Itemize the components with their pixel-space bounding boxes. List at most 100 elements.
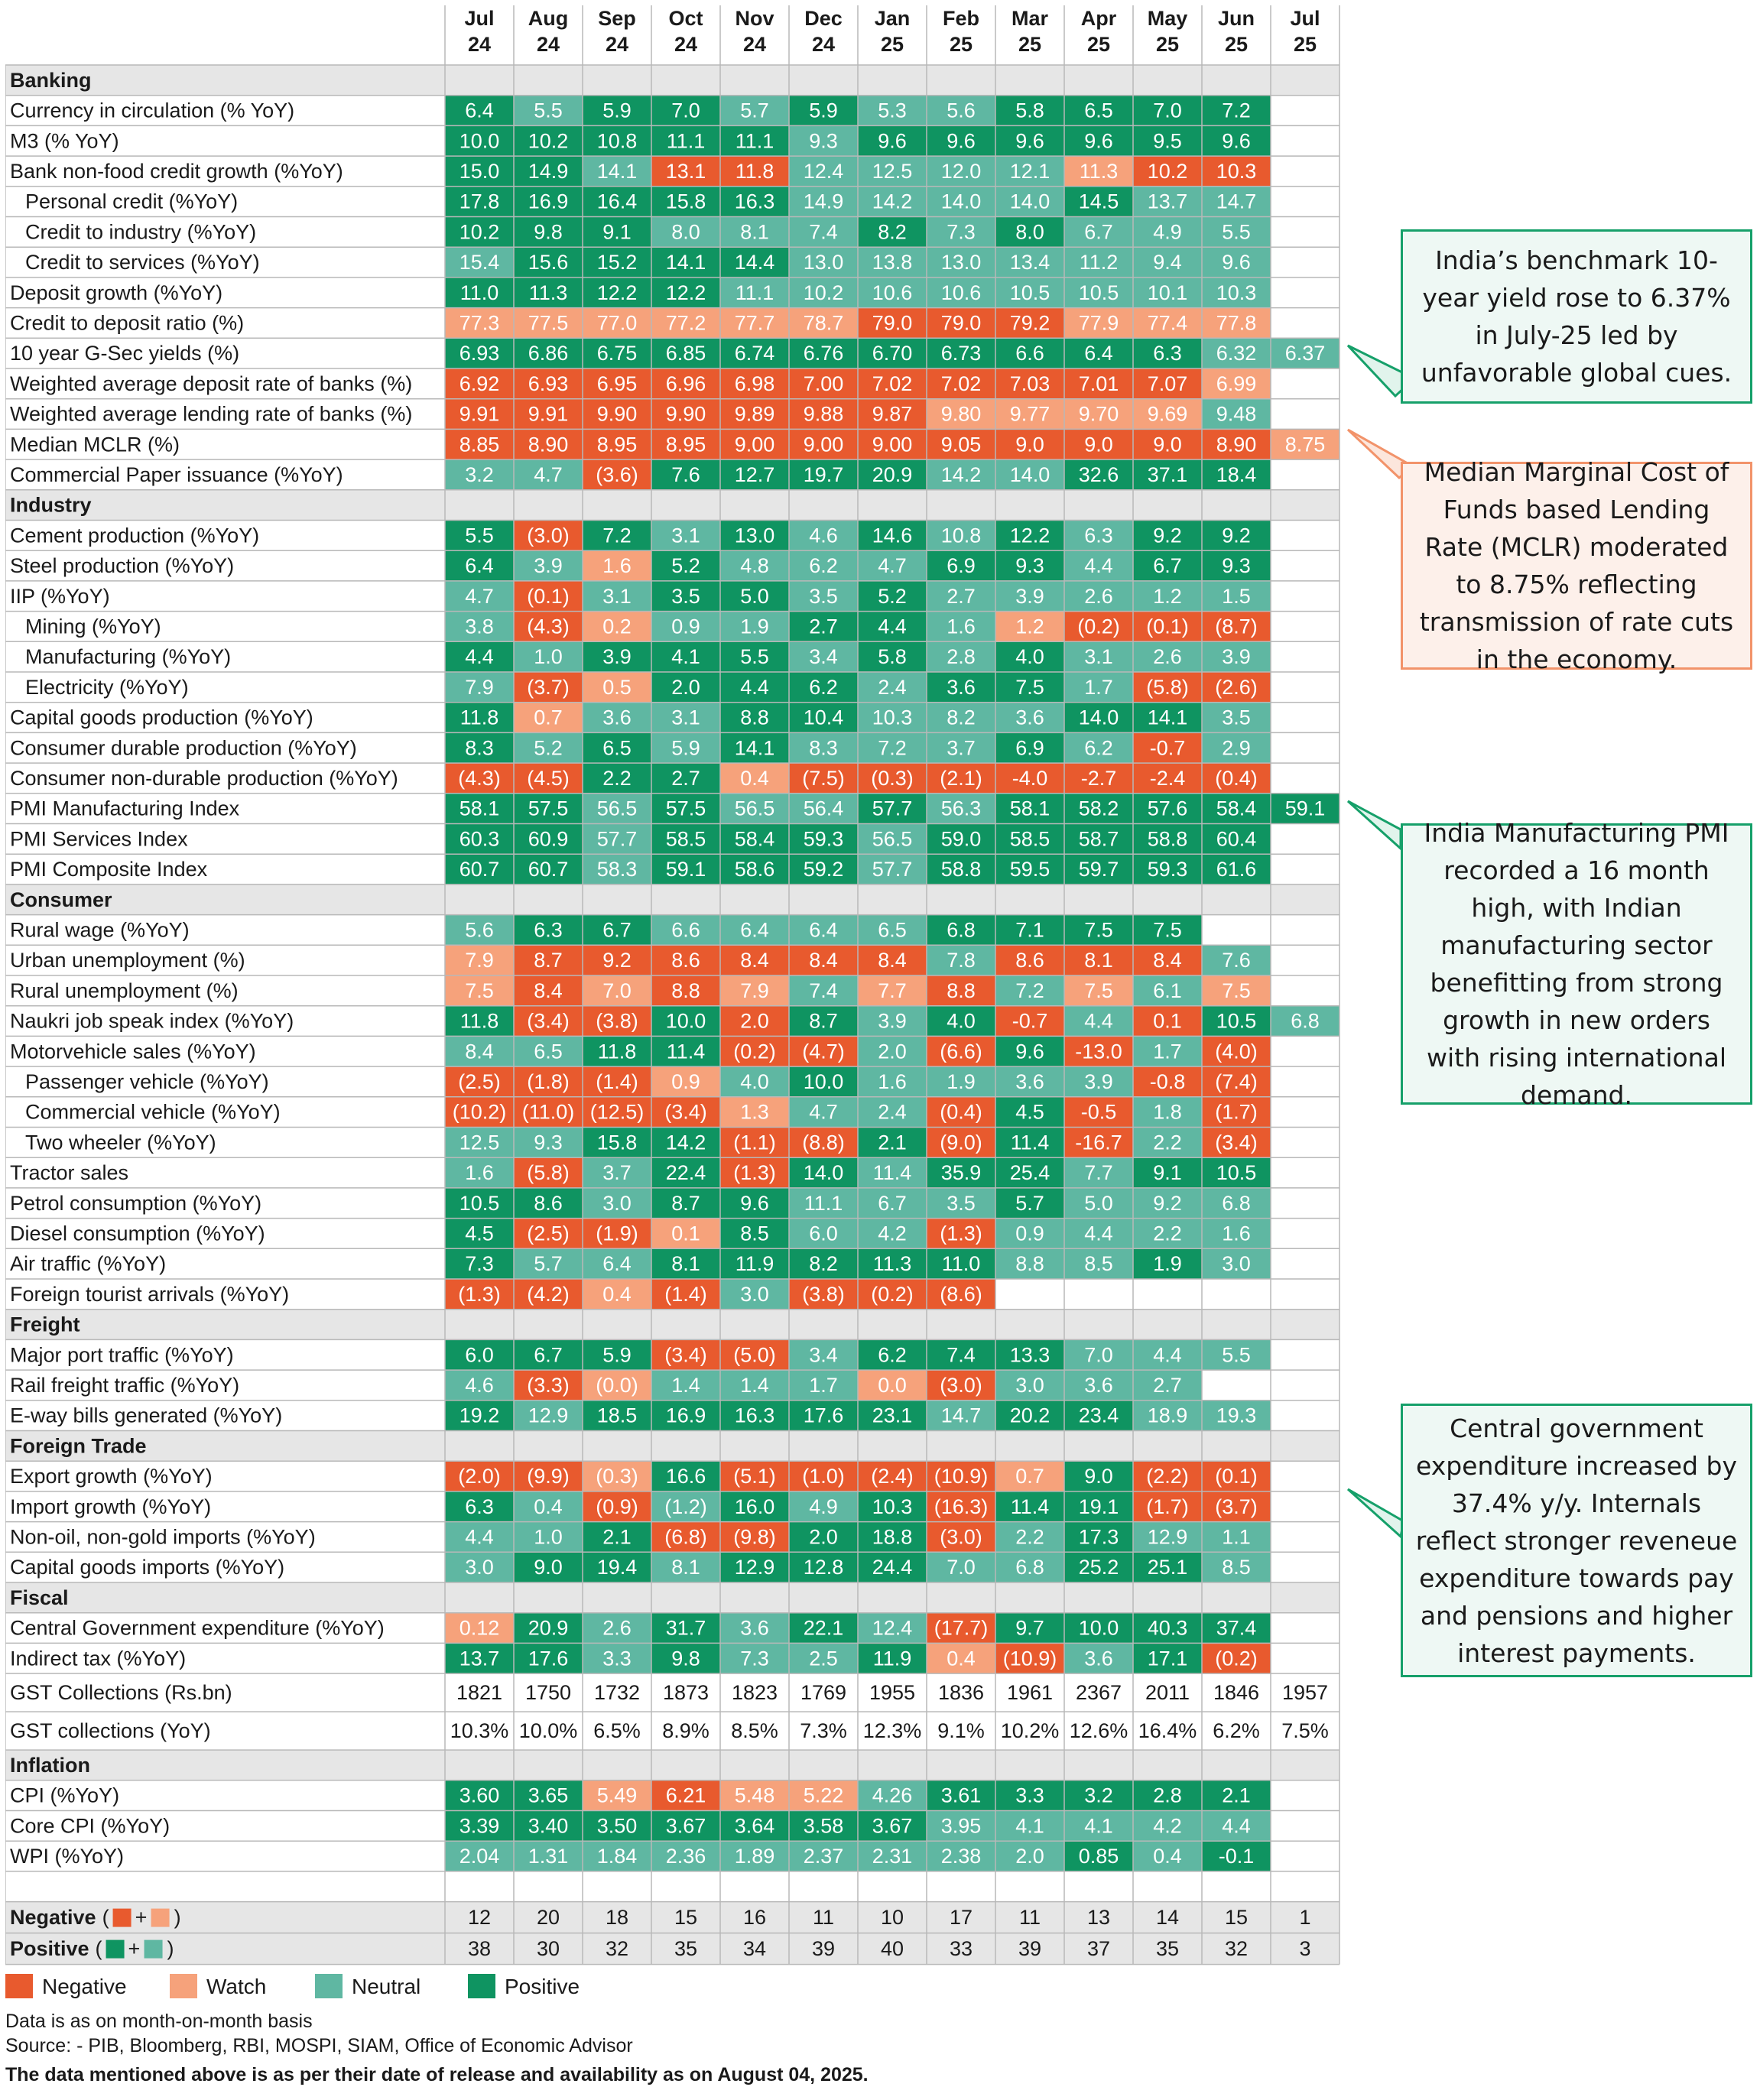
value-cell	[1202, 216, 1271, 248]
value-cell	[927, 945, 995, 975]
value-cell	[1064, 95, 1133, 126]
cell-value: 11.9	[873, 1647, 912, 1670]
value-cell	[583, 732, 651, 764]
value-cell	[514, 732, 583, 764]
value-cell	[720, 338, 789, 368]
value-cell	[927, 95, 995, 126]
svg-text:+: +	[128, 1937, 141, 1960]
cell-value: 6.2	[809, 676, 838, 699]
value-cell	[514, 914, 583, 946]
value-cell	[927, 398, 995, 430]
cell-value: 9.2	[1222, 524, 1251, 547]
cell-value: 20.2	[1010, 1404, 1050, 1427]
cell-value: 10.2	[804, 281, 844, 304]
value-cell	[651, 1643, 720, 1674]
value-cell	[1202, 1612, 1271, 1644]
cell-value: 1	[1299, 1906, 1310, 1929]
cell-value: (3.7)	[1215, 1495, 1258, 1518]
cell-value: 0.4	[740, 767, 769, 790]
value-cell	[1202, 732, 1271, 764]
value-cell	[445, 247, 514, 278]
row-label: Non-oil, non-gold imports (%YoY)	[10, 1525, 316, 1548]
cell-value: 6.70	[872, 342, 913, 365]
value-cell	[1064, 1127, 1133, 1158]
cell-value: 4.0	[1015, 645, 1044, 668]
cell-value: 19.2	[459, 1404, 500, 1427]
cell-value: 3.40	[528, 1814, 569, 1837]
cell-value: 61.6	[1216, 858, 1257, 881]
cell-value: 18.8	[872, 1525, 913, 1548]
cell-value: 5.2	[671, 554, 700, 577]
value-cell	[445, 1066, 514, 1097]
cell-value: -2.7	[1081, 767, 1117, 790]
value-cell	[651, 823, 720, 855]
value-cell	[583, 1400, 651, 1431]
cell-value: 6.9	[947, 554, 976, 577]
cell-value: 19.4	[597, 1556, 638, 1579]
cell-value: 14.9	[528, 160, 569, 183]
cell-value: 3.6	[947, 676, 976, 699]
cell-value: -2.4	[1150, 767, 1186, 790]
legend-label: Positive	[505, 1975, 580, 1998]
value-cell	[514, 854, 583, 884]
cell-value: 10.5	[459, 1192, 500, 1215]
cell-value: 7.00	[804, 372, 844, 395]
value-cell	[1064, 1521, 1133, 1553]
value-cell	[651, 1810, 720, 1842]
row-label: PMI Composite Index	[10, 858, 208, 881]
cell-value: 14.1	[735, 736, 775, 759]
cell-value: 8.4	[465, 1040, 494, 1063]
cell-value: 59.0	[941, 827, 982, 850]
cell-value: 1.0	[534, 1525, 563, 1548]
value-cell	[514, 1005, 583, 1037]
svg-text:): )	[174, 1906, 181, 1929]
value-cell	[720, 702, 789, 733]
cell-value: 3.6	[1015, 706, 1044, 729]
value-cell	[583, 216, 651, 248]
row-label: Currency in circulation (% YoY)	[10, 99, 294, 122]
value-cell	[927, 277, 995, 308]
value-cell	[514, 641, 583, 672]
cell-value: 10.3	[872, 1495, 913, 1518]
cell-value: 8.1	[671, 1556, 700, 1579]
value-cell	[1202, 1552, 1271, 1582]
cell-value: 6.8	[947, 918, 976, 941]
cell-value: 7.01	[1079, 372, 1119, 395]
cell-value: (12.5)	[590, 1101, 645, 1124]
cell-value: 4.4	[465, 645, 494, 668]
cell-value: 57.7	[597, 827, 638, 850]
cell-value: 31.7	[666, 1617, 706, 1640]
value-cell	[720, 368, 789, 399]
value-cell	[858, 732, 927, 764]
cell-value: 6.4	[1084, 342, 1113, 365]
value-cell	[651, 1780, 720, 1811]
value-cell	[445, 307, 514, 339]
value-cell	[1133, 520, 1202, 551]
cell-value: (0.3)	[596, 1465, 638, 1488]
value-cell	[514, 1339, 583, 1371]
cell-value: 2.0	[740, 1010, 769, 1033]
table-row: Core CPI (%YoY) 3.39 3.40 3.50 3.67 3.64 3.58 3…	[10, 1810, 1271, 1842]
cell-value: (8.8)	[802, 1131, 845, 1154]
value-cell	[583, 307, 651, 339]
cell-value: 7.5	[1084, 979, 1113, 1002]
cell-value: 18.9	[1148, 1404, 1188, 1427]
cell-value: 56.3	[941, 797, 982, 820]
cell-value: 40.3	[1148, 1617, 1188, 1640]
cell-value: 0.4	[1153, 1845, 1182, 1868]
cell-value: 16.6	[666, 1465, 706, 1488]
cell-value: 60.3	[459, 827, 500, 850]
value-cell	[1064, 763, 1133, 794]
cell-value: 3.6	[602, 706, 632, 729]
value-cell	[789, 247, 858, 278]
cell-value: 9.3	[1222, 554, 1251, 577]
cell-value: 1.3	[740, 1101, 769, 1124]
table-row: Rail freight traffic (%YoY) 4.6 (3.3) (0.0)…	[10, 1370, 1202, 1401]
cell-value: 77.3	[459, 311, 500, 334]
value-cell	[1202, 1400, 1271, 1431]
svg-text:+: +	[135, 1906, 148, 1929]
cell-value: 6.3	[1153, 342, 1182, 365]
cell-value: 11.1	[735, 281, 774, 304]
summary-label: Negative	[10, 1906, 96, 1929]
value-cell	[1202, 975, 1271, 1006]
